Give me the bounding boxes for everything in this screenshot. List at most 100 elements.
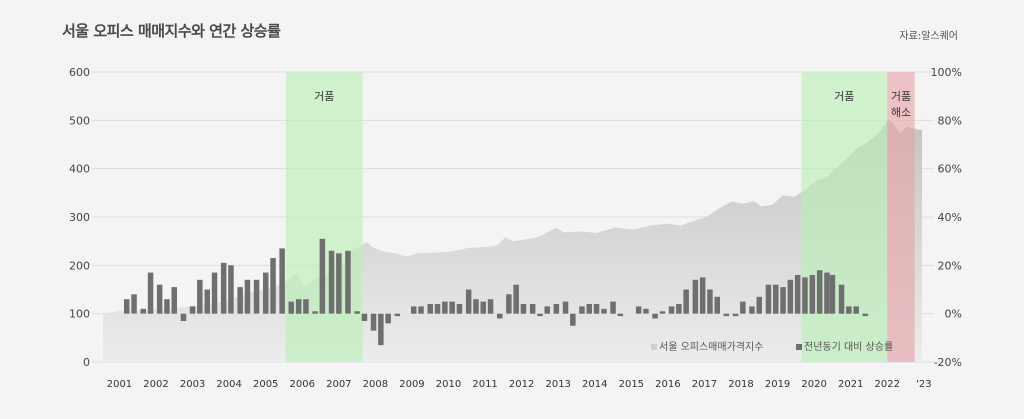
growth-bar <box>480 301 486 314</box>
growth-bar <box>378 313 384 346</box>
growth-bar <box>692 279 699 314</box>
y-right-tick-label: 0% <box>945 308 962 321</box>
growth-bar <box>586 304 592 314</box>
growth-bar <box>749 306 755 314</box>
legend-label-index: 서울 오피스매매가격지수 <box>659 340 763 353</box>
growth-bar <box>319 238 326 314</box>
bubble-band-label: 거품 <box>314 90 334 103</box>
growth-bar <box>370 313 377 331</box>
x-tick-label: 2009 <box>399 379 424 390</box>
growth-bar <box>617 313 624 317</box>
growth-bar <box>328 250 335 314</box>
growth-bar <box>244 279 251 314</box>
growth-bar <box>707 289 713 314</box>
growth-bar <box>228 265 234 314</box>
growth-bar <box>846 306 852 314</box>
growth-bar <box>659 311 666 314</box>
growth-bar <box>418 306 424 314</box>
legend-label-growth: 전년동기 대비 상승률 <box>804 341 893 353</box>
growth-bar <box>394 313 401 317</box>
growth-bar <box>601 308 607 314</box>
y-right-tick-label: 60% <box>938 163 962 176</box>
growth-bar <box>253 279 260 314</box>
legend-swatch-growth <box>796 344 802 350</box>
y-left-tick-label: 500 <box>69 114 90 127</box>
x-tick-label: 2021 <box>838 379 863 390</box>
growth-bar <box>237 287 243 314</box>
growth-bar <box>802 277 808 314</box>
growth-bar <box>487 299 494 314</box>
y-right-tick-label: 20% <box>938 259 962 272</box>
x-tick-label: 2006 <box>290 379 315 390</box>
y-left-tick-label: 100 <box>69 308 90 321</box>
growth-bar <box>537 313 543 317</box>
growth-bar <box>497 313 503 319</box>
x-tick-label: 2007 <box>326 379 351 390</box>
growth-bar <box>131 294 137 314</box>
growth-bar <box>506 294 512 314</box>
growth-bar <box>829 275 836 314</box>
growth-bar <box>723 313 730 317</box>
growth-bar <box>553 304 560 314</box>
bubble-band-label: 거품 <box>891 90 911 103</box>
x-tick-label: 2022 <box>875 379 900 390</box>
growth-bar <box>668 306 675 314</box>
growth-bar <box>288 301 294 314</box>
chart-title: 서울 오피스 매매지수와 연간 상승률 <box>62 22 281 40</box>
legend-swatch-index <box>651 344 657 350</box>
growth-bar <box>345 250 351 314</box>
growth-bar <box>263 272 269 314</box>
growth-bar <box>156 284 163 314</box>
x-tick-label: 2018 <box>728 379 753 390</box>
growth-bar <box>643 308 649 314</box>
growth-bar <box>699 277 706 314</box>
growth-bar <box>816 270 823 314</box>
y-left-tick-label: 200 <box>69 259 90 272</box>
growth-bar <box>610 301 616 314</box>
bubble-band-label: 해소 <box>891 105 911 119</box>
growth-bar <box>279 248 285 314</box>
growth-bar <box>520 304 527 314</box>
y-right-tick-label: 80% <box>938 114 962 127</box>
growth-bar <box>303 299 309 314</box>
x-tick-label: 2020 <box>801 379 826 390</box>
growth-bar <box>562 301 569 314</box>
y-left-tick-label: 600 <box>69 66 90 79</box>
growth-bar <box>513 284 519 314</box>
growth-bar <box>862 313 869 317</box>
x-tick-label: 2017 <box>692 379 717 390</box>
growth-bar <box>312 311 318 314</box>
growth-bar <box>765 284 772 314</box>
x-tick-label: 2001 <box>107 379 132 390</box>
growth-bar <box>544 306 550 314</box>
growth-bar <box>838 284 845 314</box>
growth-bar <box>189 306 196 314</box>
growth-bar <box>211 272 218 314</box>
growth-bar <box>204 289 210 314</box>
growth-bar <box>570 313 576 326</box>
growth-bar <box>683 289 689 314</box>
x-tick-label: 2014 <box>582 379 607 390</box>
growth-bar <box>579 306 585 314</box>
growth-bar <box>465 289 472 314</box>
growth-bar <box>824 272 830 314</box>
bubble-band <box>285 72 363 362</box>
y-left-tick-label: 400 <box>69 163 90 176</box>
x-tick-label: 2012 <box>509 379 534 390</box>
growth-bar <box>732 313 739 317</box>
y-left-tick-label: 300 <box>69 211 90 224</box>
x-tick-label: 2002 <box>143 379 168 390</box>
growth-bar <box>853 306 859 314</box>
x-tick-label: 2011 <box>472 379 497 390</box>
y-right-tick-label: -20% <box>934 356 962 369</box>
x-tick-label: 2008 <box>363 379 388 390</box>
growth-bar <box>124 299 130 314</box>
x-tick-label: 2010 <box>436 379 461 390</box>
growth-bar <box>652 313 658 319</box>
growth-bar <box>295 299 302 314</box>
growth-bar <box>809 275 816 314</box>
growth-bar <box>140 308 146 314</box>
growth-bar <box>635 306 642 314</box>
growth-bar <box>411 306 417 314</box>
